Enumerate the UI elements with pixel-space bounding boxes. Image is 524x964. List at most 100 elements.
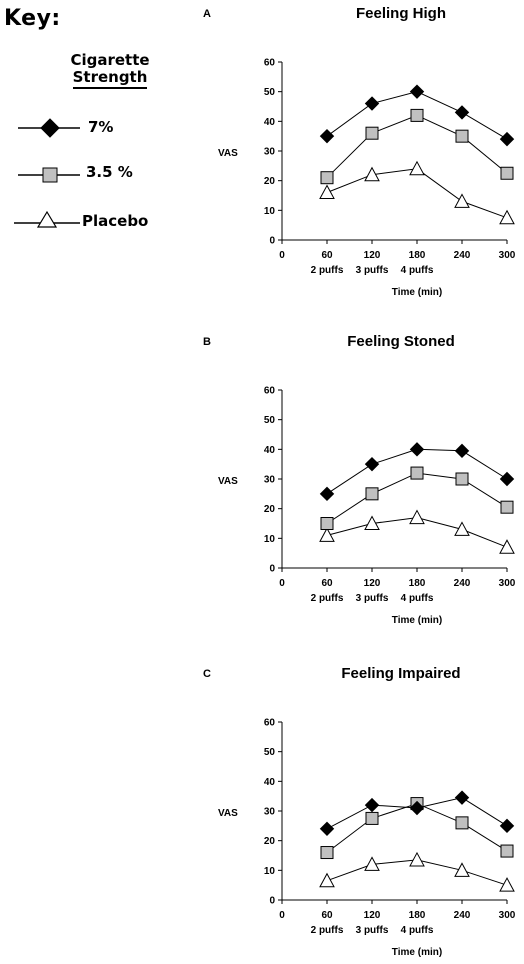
data-point xyxy=(364,96,380,111)
data-point xyxy=(455,816,469,830)
y-tick-label: 50 xyxy=(264,747,276,758)
puff-label: 3 puffs xyxy=(356,925,389,936)
data-point xyxy=(320,517,334,530)
data-point xyxy=(365,126,379,140)
data-point xyxy=(364,515,380,530)
y-tick-label: 0 xyxy=(269,896,275,907)
puff-label: 4 puffs xyxy=(401,593,434,604)
data-point xyxy=(319,872,335,888)
data-point xyxy=(499,818,515,834)
y-tick-label: 40 xyxy=(264,445,276,456)
panel-label: B xyxy=(203,336,211,348)
data-point xyxy=(500,844,514,858)
legend-heading-line2: Strength xyxy=(72,69,148,89)
data-point xyxy=(319,128,335,144)
y-tick-label: 40 xyxy=(264,777,276,788)
x-tick-label: 240 xyxy=(454,250,471,261)
y-tick-label: 30 xyxy=(264,807,276,818)
data-point xyxy=(320,846,334,860)
chart-feeling-stoned: B Feeling Stoned VAS 0 10 20 30 40 50 60 0 60 120 180… xyxy=(203,333,516,626)
puff-label: 3 puffs xyxy=(356,593,389,604)
data-point xyxy=(499,131,515,147)
chart-title: Feeling Impaired xyxy=(341,665,460,682)
y-tick-label: 20 xyxy=(264,836,276,847)
data-point xyxy=(499,209,515,225)
legend-label-3-5pct: 3.5 % xyxy=(86,163,133,181)
key-title: Key: xyxy=(4,6,61,31)
x-axis-label: Time (min) xyxy=(392,287,442,298)
y-tick-label: 30 xyxy=(264,147,276,158)
data-point xyxy=(365,487,379,501)
data-point xyxy=(409,442,425,457)
y-tick-label: 10 xyxy=(264,206,276,217)
chart-feeling-high: A Feeling High VAS 0 10 20 30 40 50 60 0 60 120 180 24… xyxy=(203,5,516,298)
data-point xyxy=(319,486,335,502)
data-point xyxy=(410,108,424,122)
y-tick-label: 50 xyxy=(264,415,276,426)
data-point xyxy=(364,166,380,182)
panel-label: C xyxy=(203,668,211,680)
data-point xyxy=(409,800,425,816)
data-point xyxy=(455,472,469,486)
x-tick-label: 60 xyxy=(321,578,333,589)
x-tick-label: 180 xyxy=(409,910,426,921)
y-axis-label: VAS xyxy=(218,148,238,159)
data-point xyxy=(500,500,514,514)
legend-heading-line1: Cigarette xyxy=(70,51,150,69)
data-point xyxy=(364,856,380,871)
x-tick-label: 0 xyxy=(279,250,285,261)
y-tick-label: 50 xyxy=(264,87,276,98)
data-point xyxy=(454,443,470,459)
legend-label-placebo: Placebo xyxy=(82,212,149,230)
data-point xyxy=(319,527,335,542)
legend-label-7pct: 7% xyxy=(88,118,114,136)
legend-heading: Cigarette Strength xyxy=(60,52,160,89)
y-tick-label: 60 xyxy=(264,58,276,69)
x-tick-label: 240 xyxy=(454,578,471,589)
x-tick-label: 0 xyxy=(279,910,285,921)
x-tick-label: 180 xyxy=(409,250,426,261)
data-point xyxy=(319,184,335,200)
x-tick-label: 300 xyxy=(499,910,516,921)
x-tick-label: 300 xyxy=(499,578,516,589)
puff-label: 2 puffs xyxy=(311,593,344,604)
x-tick-label: 240 xyxy=(454,910,471,921)
data-point xyxy=(364,456,380,472)
y-axis-label: VAS xyxy=(218,808,238,819)
data-point xyxy=(454,105,470,120)
chart-feeling-impaired: C Feeling Impaired VAS 0 10 20 30 40 50 60 0 60 120 1… xyxy=(203,665,516,958)
y-tick-label: 60 xyxy=(264,718,276,729)
chart-title: Feeling Stoned xyxy=(347,333,455,350)
data-point xyxy=(455,129,469,143)
y-tick-label: 0 xyxy=(269,236,275,247)
y-tick-label: 0 xyxy=(269,564,275,575)
puff-label: 4 puffs xyxy=(401,265,434,276)
y-tick-label: 40 xyxy=(264,117,276,128)
puff-label: 2 puffs xyxy=(311,925,344,936)
y-axis-label: VAS xyxy=(218,476,238,487)
chart-title: Feeling High xyxy=(356,5,446,22)
legend-swatch-3-5pct xyxy=(18,167,80,183)
data-point xyxy=(319,821,335,837)
data-point xyxy=(454,862,470,877)
y-tick-label: 10 xyxy=(264,866,276,877)
data-point xyxy=(499,877,515,892)
x-tick-label: 0 xyxy=(279,578,285,589)
y-tick-label: 20 xyxy=(264,504,276,515)
data-point xyxy=(454,521,470,536)
puff-label: 4 puffs xyxy=(401,925,434,936)
data-point xyxy=(500,166,514,180)
data-point xyxy=(454,193,470,208)
legend-swatch-7pct xyxy=(18,118,80,138)
data-point xyxy=(499,471,515,487)
x-tick-label: 60 xyxy=(321,910,333,921)
puff-label: 3 puffs xyxy=(356,265,389,276)
x-axis-label: Time (min) xyxy=(392,615,442,626)
y-tick-label: 10 xyxy=(264,534,276,545)
y-tick-label: 30 xyxy=(264,475,276,486)
data-point xyxy=(454,790,470,805)
y-tick-label: 60 xyxy=(264,386,276,397)
data-point xyxy=(410,466,424,480)
y-tick-label: 20 xyxy=(264,176,276,187)
series-line xyxy=(326,168,508,219)
